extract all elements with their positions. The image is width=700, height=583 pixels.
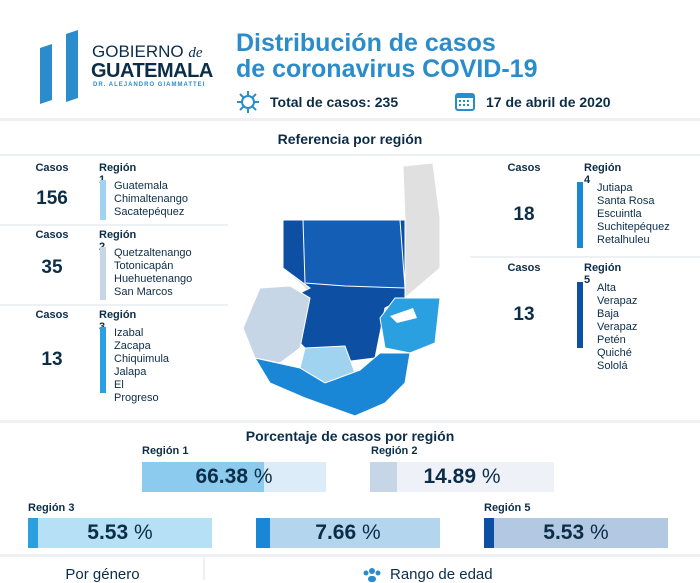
cases-label: Casos <box>35 229 69 241</box>
pct-fill <box>142 462 265 492</box>
place: Quiché <box>597 347 632 359</box>
place: Jutiapa <box>597 182 633 194</box>
region-name: Región 5 <box>584 262 622 286</box>
divider <box>470 256 700 258</box>
report-date: 17 de abril de 2020 <box>486 94 611 110</box>
age-title: Rango de edad <box>390 566 493 583</box>
pct-bar-region-4: 7.66 % <box>256 518 440 548</box>
pct-label: Región 1 <box>142 445 189 457</box>
pct-bar-region-2: 14.89 % <box>370 462 554 492</box>
place: Chimaltenango <box>114 193 188 205</box>
place: Escuintla <box>597 208 642 220</box>
map-region-5-north <box>302 219 406 289</box>
logo-bar <box>66 30 78 102</box>
pct-bar-region-5: 5.53 % <box>484 518 668 548</box>
place: Totonicapán <box>114 260 174 272</box>
guatemala-map <box>242 162 441 417</box>
pct-fill <box>256 518 271 548</box>
divider <box>203 556 205 580</box>
divider <box>0 154 700 156</box>
logo-bar <box>40 44 52 104</box>
map-lake <box>390 308 417 323</box>
page-title: Distribución de casos de coronavirus COVI… <box>236 29 538 83</box>
place: Jalapa <box>114 366 147 378</box>
place: Chiquimula <box>114 353 170 365</box>
total-cases: Total de casos: 235 <box>270 94 399 110</box>
pct-bar-region-3: 5.53 % <box>28 518 212 548</box>
map-region-4 <box>253 352 411 417</box>
pct-label: Región 3 <box>28 502 75 514</box>
map-region-3 <box>379 297 441 354</box>
pct-bar-region-1: 66.38 % <box>142 462 326 492</box>
logo-line1: GOBIERNO de <box>92 42 203 61</box>
cases-count: 13 <box>513 304 535 325</box>
place: Santa Rosa <box>597 195 655 207</box>
gender-title: Por género <box>65 566 140 583</box>
place: Zacapa <box>114 340 151 352</box>
place: El Progreso <box>114 379 159 404</box>
place: Suchitepéquez <box>597 221 670 233</box>
cases-count: 156 <box>36 188 68 209</box>
region-color <box>577 282 583 348</box>
pct-fill <box>28 518 39 548</box>
place: Izabal <box>114 327 144 339</box>
divider <box>0 304 228 306</box>
cases-count: 18 <box>513 204 535 225</box>
percent-title: Porcentaje de casos por región <box>245 428 455 444</box>
region-color <box>100 327 106 393</box>
place: Retalhuleu <box>597 234 650 246</box>
cases-label: Casos <box>35 162 69 174</box>
logo-line3: DR. ALEJANDRO GIAMMATTEI <box>93 82 206 88</box>
pct-fill <box>370 462 398 492</box>
place: Alta Verapaz <box>597 282 638 307</box>
pct-label: Región 5 <box>484 502 531 514</box>
cases-label: Casos <box>507 162 541 174</box>
pct-label: Región 2 <box>371 445 418 457</box>
logo-line2: GUATEMALA <box>91 60 213 82</box>
place: Huehuetenango <box>114 273 193 285</box>
divider <box>0 118 700 121</box>
place: Petén <box>597 334 626 346</box>
cases-label: Casos <box>507 262 541 274</box>
region-name: Región 4 <box>584 162 622 186</box>
cases-label: Casos <box>35 309 69 321</box>
virus-icon <box>237 91 259 113</box>
place: Baja Verapaz <box>597 308 638 333</box>
place: Sololá <box>597 360 628 372</box>
region-color <box>577 182 583 248</box>
region-color <box>100 247 106 300</box>
cases-count: 35 <box>41 257 63 278</box>
place: Guatemala <box>114 180 168 192</box>
map-region-2 <box>242 285 311 364</box>
divider <box>0 554 700 557</box>
divider <box>0 224 228 226</box>
ref-title: Referencia por región <box>277 131 423 147</box>
region-color <box>100 180 106 220</box>
place: San Marcos <box>114 286 173 298</box>
divider <box>0 420 700 423</box>
cases-count: 13 <box>41 349 63 370</box>
pct-fill <box>484 518 495 548</box>
calendar-icon <box>455 93 475 111</box>
place: Quetzaltenango <box>114 247 192 259</box>
place: Sacatepéquez <box>114 206 185 218</box>
